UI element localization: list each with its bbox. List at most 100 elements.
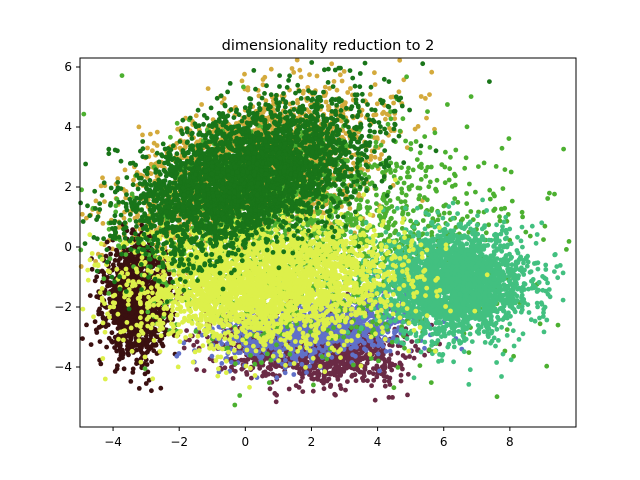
data-point [382, 383, 388, 389]
data-point [115, 176, 121, 182]
data-point [381, 109, 386, 115]
chart-title: dimensionality reduction to 2 [222, 38, 435, 54]
data-point [314, 73, 320, 79]
data-point [307, 109, 312, 115]
data-point [242, 71, 247, 77]
data-point [133, 256, 139, 262]
data-point [395, 350, 401, 356]
data-point [348, 86, 353, 91]
data-point [351, 160, 356, 166]
data-point [379, 152, 384, 157]
data-point [230, 376, 236, 381]
data-point [364, 360, 370, 366]
data-point [122, 167, 128, 173]
data-point [289, 66, 295, 71]
data-point [184, 328, 190, 333]
data-point [384, 111, 390, 117]
data-point [193, 113, 199, 119]
data-point [109, 338, 114, 344]
data-point [152, 329, 158, 334]
data-point [116, 304, 121, 309]
data-point [120, 355, 125, 361]
data-point [99, 310, 105, 316]
data-point [291, 70, 297, 75]
data-point [93, 198, 99, 204]
data-point [94, 274, 100, 280]
data-point [392, 116, 398, 121]
data-point [334, 87, 340, 93]
data-point [121, 366, 127, 372]
data-point [146, 347, 152, 353]
data-point [145, 145, 150, 151]
data-point [115, 363, 120, 369]
data-point [131, 177, 136, 183]
data-point [343, 387, 348, 393]
data-point [307, 72, 312, 78]
data-point [133, 302, 139, 308]
data-point [405, 392, 410, 398]
data-point [181, 345, 187, 351]
data-point [128, 379, 134, 384]
data-point [427, 92, 432, 97]
data-point [239, 78, 245, 84]
data-point [401, 77, 407, 83]
data-point [117, 320, 123, 326]
data-point [432, 126, 437, 132]
data-point [194, 367, 200, 372]
data-point [298, 74, 304, 80]
data-point [114, 348, 120, 354]
data-point [199, 102, 205, 107]
data-point [150, 148, 155, 154]
data-point [407, 354, 412, 359]
data-point [100, 221, 106, 226]
data-point [260, 82, 266, 88]
data-point [175, 126, 181, 132]
data-point [79, 211, 85, 217]
data-point [372, 70, 377, 76]
data-point [110, 262, 116, 268]
data-point [127, 339, 133, 344]
data-point [337, 72, 343, 78]
data-point [92, 278, 98, 284]
data-point [136, 124, 142, 130]
data-point [136, 386, 142, 391]
data-point [386, 378, 392, 384]
data-point [104, 239, 110, 245]
data-point [108, 251, 113, 257]
data-point [205, 86, 211, 91]
data-point [110, 246, 115, 252]
data-point [84, 322, 89, 328]
data-point [103, 253, 109, 259]
data-point [142, 371, 148, 377]
data-point [329, 61, 335, 67]
data-point [260, 373, 265, 379]
data-point [133, 329, 139, 334]
data-point [429, 69, 435, 75]
data-point [295, 100, 300, 106]
data-point [267, 386, 273, 392]
data-point [112, 369, 118, 374]
data-point [144, 341, 149, 346]
data-point [423, 96, 428, 101]
data-point [154, 129, 160, 135]
data-point [418, 94, 424, 99]
data-point [94, 330, 100, 335]
data-point [134, 357, 140, 363]
data-point [397, 57, 403, 63]
data-point [321, 386, 327, 392]
data-point [263, 98, 269, 104]
data-point [127, 314, 133, 320]
data-point [322, 84, 328, 90]
data-point [297, 67, 303, 73]
data-point [286, 386, 292, 392]
data-point [87, 293, 93, 298]
data-point [367, 92, 373, 97]
data-point [92, 319, 98, 325]
data-point [345, 379, 350, 384]
data-point [126, 352, 131, 358]
data-point [396, 89, 402, 95]
data-point [151, 140, 157, 146]
data-point [390, 395, 395, 400]
data-point [268, 66, 274, 72]
